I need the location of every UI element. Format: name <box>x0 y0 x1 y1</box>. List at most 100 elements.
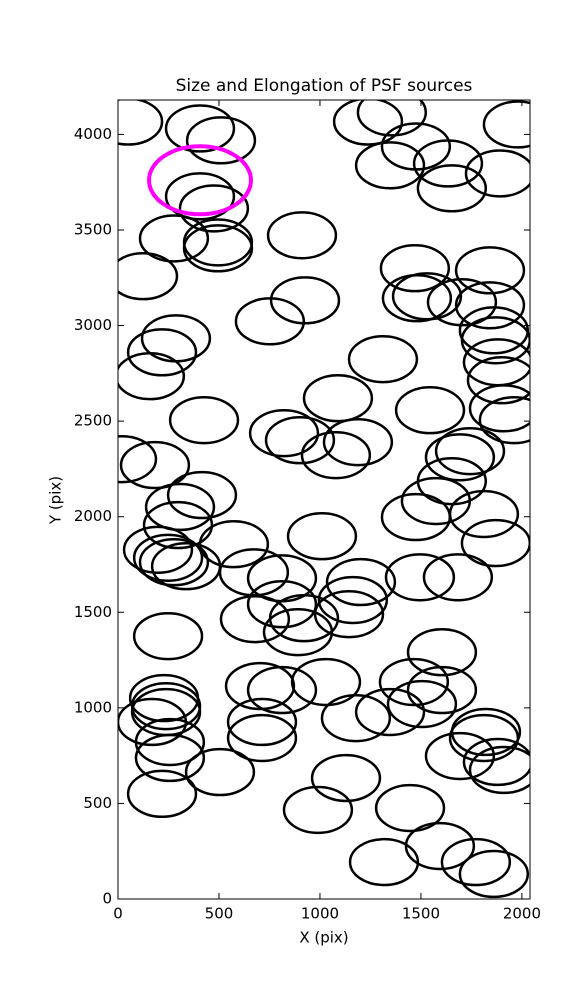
y-tick-label: 1500 <box>74 603 112 621</box>
psf-ellipse <box>198 520 270 569</box>
psf-ellipse <box>219 594 291 644</box>
psf-ellipse <box>166 470 238 520</box>
psf-ellipse <box>310 753 382 803</box>
psf-ellipse <box>126 328 198 377</box>
psf-ellipse <box>354 141 426 190</box>
psf-ellipse <box>266 211 338 260</box>
psf-ellipse <box>248 408 320 458</box>
psf-ellipse <box>302 374 374 423</box>
psf-ellipse <box>448 489 520 539</box>
psf-ellipse <box>332 100 404 146</box>
psf-ellipse <box>138 538 210 587</box>
psf-ellipse <box>118 434 158 484</box>
psf-ellipse <box>290 657 362 707</box>
y-tick-label: 1000 <box>74 698 112 716</box>
psf-ellipse <box>380 492 452 542</box>
psf-ellipse <box>168 395 240 445</box>
psf-ellipse <box>122 525 194 574</box>
psf-ellipse <box>164 104 236 153</box>
psf-ellipse <box>286 512 358 561</box>
plot-frame <box>117 99 531 900</box>
psf-ellipse <box>126 769 198 819</box>
psf-ellipse <box>164 172 236 221</box>
psf-ellipse <box>462 737 530 787</box>
psf-ellipse <box>347 335 419 384</box>
psf-ellipse <box>468 384 530 433</box>
psf-ellipse <box>234 297 306 346</box>
y-tick-label: 0 <box>102 890 112 908</box>
psf-ellipse <box>356 100 428 137</box>
y-axis-label: Y (pix) <box>47 476 65 525</box>
psf-ellipse <box>264 416 336 465</box>
psf-ellipse <box>454 246 526 295</box>
psf-ellipse <box>482 100 530 149</box>
psf-ellipse <box>300 430 372 480</box>
psf-ellipse <box>422 553 494 602</box>
psf-ellipse <box>313 590 385 639</box>
psf-ellipse <box>138 214 210 263</box>
psf-ellipse <box>386 679 458 729</box>
psf-ellipse <box>378 657 450 707</box>
psf-ellipse <box>468 745 530 795</box>
psf-ellipse <box>354 687 426 737</box>
psf-ellipse <box>268 594 340 643</box>
psf-ellipse <box>269 276 341 325</box>
psf-ellipse <box>348 837 420 887</box>
psf-ellipse <box>118 352 186 401</box>
chart-title: Size and Elongation of PSF sources <box>176 76 473 96</box>
psf-ellipse <box>434 426 506 476</box>
psf-ellipse <box>460 518 530 568</box>
psf-ellipse <box>325 557 397 607</box>
psf-ellipse <box>320 693 392 743</box>
psf-ellipse <box>246 580 318 629</box>
psf-ellipse <box>464 149 530 198</box>
psf-ellipse <box>134 717 206 767</box>
psf-ellipse <box>185 116 257 165</box>
psf-ellipse <box>147 144 253 217</box>
psf-ellipse <box>458 306 530 355</box>
x-tick-label: 500 <box>205 905 234 923</box>
psf-ellipse <box>394 386 466 435</box>
psf-ellipse <box>406 628 478 677</box>
psf-ellipse <box>119 440 191 490</box>
psf-ellipse <box>132 533 204 582</box>
psf-ellipse <box>182 224 254 273</box>
psf-ellipse <box>282 785 354 835</box>
x-tick-label: 0 <box>113 905 123 923</box>
psf-ellipse <box>317 575 389 625</box>
psf-ellipse <box>380 122 452 171</box>
psf-ellipse <box>118 100 164 146</box>
y-tick-label: 3500 <box>74 220 112 238</box>
psf-ellipse <box>178 184 250 233</box>
psf-ellipse <box>458 849 530 899</box>
y-tick-label: 4000 <box>74 125 112 143</box>
psf-ellipse <box>466 356 530 405</box>
psf-ellipse <box>224 661 296 711</box>
psf-ellipse <box>142 500 214 550</box>
psf-ellipse <box>440 837 512 887</box>
x-tick-label: 1000 <box>301 905 339 923</box>
x-tick-label: 1500 <box>402 905 440 923</box>
psf-ellipse <box>184 747 256 797</box>
plot-area <box>118 100 530 899</box>
psf-ellipse <box>406 665 478 715</box>
y-tick-label: 3000 <box>74 316 112 334</box>
psf-ellipse <box>454 281 526 330</box>
psf-ellipse <box>412 139 484 188</box>
psf-ellipse <box>134 733 206 783</box>
psf-ellipse <box>226 713 298 763</box>
psf-ellipse <box>478 395 530 445</box>
x-axis-label: X (pix) <box>299 929 348 947</box>
psf-ellipse <box>379 244 451 293</box>
psf-ellipse <box>424 731 496 781</box>
psf-ellipse <box>150 542 222 591</box>
psf-ellipse <box>246 665 318 715</box>
psf-ellipse <box>448 713 520 763</box>
y-tick-label: 500 <box>83 794 112 812</box>
psf-ellipse <box>404 821 476 871</box>
y-tick-label: 2500 <box>74 412 112 430</box>
psf-ellipse <box>322 417 394 467</box>
psf-ellipse <box>384 553 456 602</box>
psf-ellipse <box>400 476 472 526</box>
psf-ellipse <box>144 482 216 532</box>
